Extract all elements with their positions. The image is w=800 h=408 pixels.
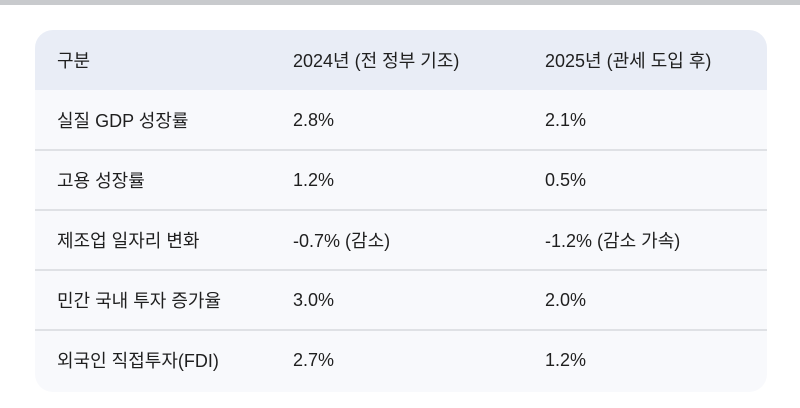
top-bar	[0, 0, 800, 5]
table-cell: 2.0%	[545, 289, 587, 310]
table-cell: 1.2%	[293, 169, 335, 190]
table-row: 외국인 직접투자(FDI) 2.7% 1.2%	[35, 330, 767, 390]
row-divider	[35, 269, 767, 271]
table-row: 실질 GDP 성장률 2.8% 2.1%	[35, 90, 767, 150]
table-cell: 민간 국내 투자 증가율	[57, 291, 222, 311]
table-cell: 2.8%	[293, 109, 335, 130]
header-cell: 구분	[57, 51, 91, 71]
table-cell: 3.0%	[293, 289, 335, 310]
table-cell: 2.7%	[293, 349, 335, 370]
header-cell: 2024년 (전 정부 기조)	[293, 51, 460, 71]
table-header-row: 구분 2024년 (전 정부 기조) 2025년 (관세 도입 후)	[35, 30, 767, 90]
table-cell: 2.1%	[545, 109, 587, 130]
row-divider	[35, 209, 767, 211]
table-cell: -1.2% (감소 가속)	[545, 231, 681, 251]
table-cell: 제조업 일자리 변화	[57, 231, 200, 251]
table-row: 민간 국내 투자 증가율 3.0% 2.0%	[35, 270, 767, 330]
table-row: 고용 성장률 1.2% 0.5%	[35, 150, 767, 210]
table-cell: 0.5%	[545, 169, 587, 190]
row-divider	[35, 149, 767, 151]
table-cell: 1.2%	[545, 349, 587, 370]
row-divider	[35, 329, 767, 331]
table-cell: 외국인 직접투자(FDI)	[57, 351, 219, 371]
table-row: 제조업 일자리 변화 -0.7% (감소) -1.2% (감소 가속)	[35, 210, 767, 270]
table-cell: 고용 성장률	[57, 171, 145, 191]
header-cell: 2025년 (관세 도입 후)	[545, 51, 712, 71]
data-table: 구분 2024년 (전 정부 기조) 2025년 (관세 도입 후) 실질 GD…	[35, 30, 767, 392]
table-cell: -0.7% (감소)	[293, 231, 391, 251]
table-cell: 실질 GDP 성장률	[57, 111, 189, 131]
